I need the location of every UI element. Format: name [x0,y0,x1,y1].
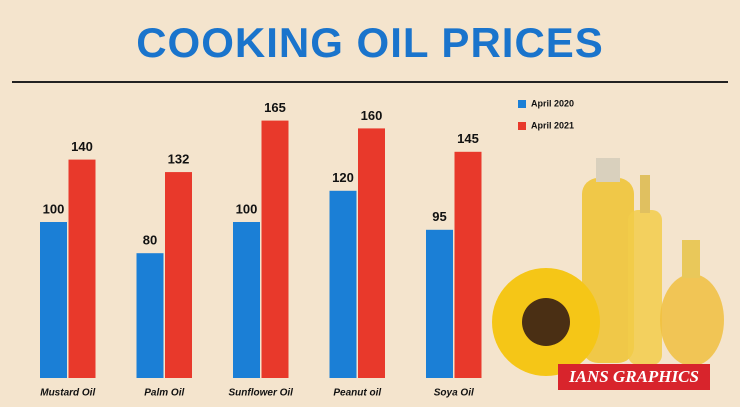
bar [358,128,385,378]
bar [136,253,164,378]
credit-box [558,364,710,390]
data-label: 100 [236,201,258,216]
chart-title: COOKING OIL PRICES [136,19,604,66]
data-label: 140 [71,139,93,154]
data-label: 80 [143,233,157,248]
legend-swatch [518,122,526,130]
bar [68,159,96,378]
x-tick-label: Sunflower Oil [229,388,294,399]
legend-swatch [518,100,526,108]
bar [165,172,192,378]
x-tick-label: Soya Oil [434,388,474,399]
data-label: 145 [457,131,479,146]
bar [454,151,482,378]
bar [329,190,357,378]
data-label: 132 [168,152,190,167]
data-label: 95 [432,209,446,224]
x-tick-label: Palm Oil [144,388,184,399]
bar [233,222,260,378]
x-tick-label: Peanut oil [333,388,381,399]
data-label: 165 [264,100,286,115]
data-label: 120 [332,170,354,185]
data-label: 160 [361,108,383,123]
legend-label: April 2020 [531,98,574,108]
bar [261,120,289,378]
bar [40,222,67,378]
x-tick-label: Mustard Oil [40,388,95,399]
data-label: 100 [43,201,65,216]
bar [426,229,453,378]
legend-label: April 2021 [531,120,574,130]
credit: IANS GRAPHICS [568,367,699,386]
decoration [492,158,724,376]
